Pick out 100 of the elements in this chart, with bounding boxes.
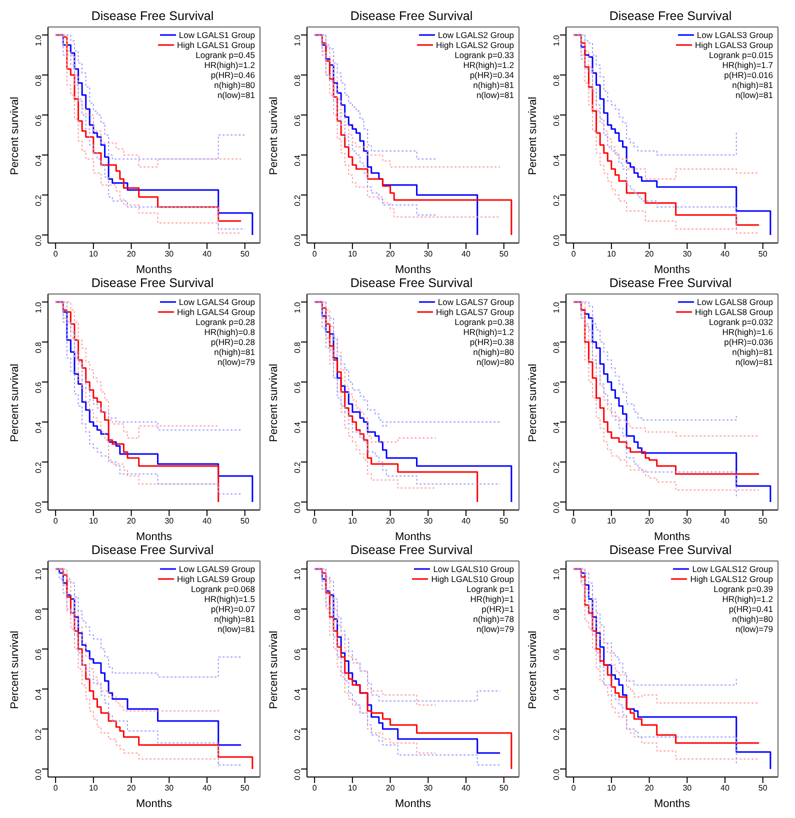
y-tick-label: 0.4 bbox=[34, 154, 43, 166]
y-tick-label: 0.8 bbox=[292, 74, 302, 86]
x-tick-label: 50 bbox=[758, 784, 768, 793]
y-tick-label: 0.4 bbox=[34, 688, 43, 700]
annotation: n(high)=81 bbox=[731, 347, 773, 357]
y-tick-label: 0.2 bbox=[552, 728, 561, 740]
x-tick-label: 20 bbox=[386, 250, 396, 259]
y-tick-label: 0.0 bbox=[552, 501, 561, 514]
legend-label: High LGALS7 Group bbox=[436, 307, 514, 317]
x-axis-title: Months bbox=[654, 531, 691, 543]
x-tick-label: 40 bbox=[462, 784, 471, 793]
chart-title: Disease Free Survival bbox=[90, 542, 215, 558]
y-tick-label: 0.0 bbox=[292, 501, 302, 514]
y-tick-label: 1.0 bbox=[34, 301, 43, 314]
y-tick-label: 0.2 bbox=[34, 728, 43, 740]
x-tick-label: 10 bbox=[606, 516, 616, 526]
y-tick-label: 0.0 bbox=[552, 768, 561, 780]
x-tick-label: 50 bbox=[240, 250, 250, 259]
legend-label: Low LGALS4 Group bbox=[178, 297, 255, 307]
chart-title: Disease Free Survival bbox=[90, 275, 215, 291]
y-tick-label: 0.2 bbox=[552, 461, 561, 474]
annotation: HR(high)=1.5 bbox=[203, 594, 255, 604]
x-tick-label: 30 bbox=[164, 250, 174, 259]
x-tick-label: 0 bbox=[53, 784, 58, 793]
y-axis-title: Percent survival bbox=[268, 630, 280, 709]
x-tick-label: 40 bbox=[720, 784, 730, 793]
x-tick-label: 20 bbox=[386, 516, 396, 526]
x-tick-label: 10 bbox=[606, 250, 616, 259]
x-axis-title: Months bbox=[654, 798, 691, 810]
annotation: p(HR)=0.34 bbox=[468, 70, 514, 80]
annotation: Logrank p=0.032 bbox=[708, 317, 773, 327]
x-tick-label: 10 bbox=[88, 784, 98, 793]
x-tick-label: 10 bbox=[88, 516, 98, 526]
legend-label: High LGALS12 Group bbox=[690, 574, 773, 584]
chart-title: Disease Free Survival bbox=[90, 8, 215, 24]
y-tick-label: 0.6 bbox=[34, 114, 43, 126]
x-tick-label: 40 bbox=[202, 784, 212, 793]
y-tick-label: 1.0 bbox=[292, 301, 302, 314]
y-tick-label: 0.2 bbox=[34, 194, 43, 206]
y-tick-label: 0.6 bbox=[34, 648, 43, 660]
chart-title: Disease Free Survival bbox=[608, 542, 733, 558]
legend-label: Low LGALS9 Group bbox=[178, 564, 255, 574]
legend-label: Low LGALS3 Group bbox=[696, 30, 773, 40]
x-tick-label: 0 bbox=[571, 516, 576, 526]
y-tick-label: 0.6 bbox=[34, 381, 43, 394]
x-tick-label: 0 bbox=[312, 516, 318, 526]
chart-title: Disease Free Survival bbox=[608, 8, 733, 24]
annotation: Logrank p=0.45 bbox=[194, 50, 255, 60]
annotation: HR(high)=1.6 bbox=[721, 327, 773, 337]
y-axis-title: Percent survival bbox=[8, 364, 21, 442]
x-tick-label: 10 bbox=[88, 250, 98, 259]
annotation: n(low)=80 bbox=[475, 357, 514, 367]
annotation: HR(high)=1.7 bbox=[721, 60, 773, 70]
annotation: n(high)=80 bbox=[731, 614, 773, 624]
x-tick-label: 50 bbox=[240, 516, 250, 526]
x-axis-title: Months bbox=[136, 531, 173, 543]
annotation: Logrank p=0.068 bbox=[190, 584, 255, 594]
annotation: n(low)=79 bbox=[216, 357, 255, 367]
y-tick-label: 0.8 bbox=[292, 341, 302, 354]
x-tick-label: 0 bbox=[312, 784, 318, 793]
y-tick-label: 0.6 bbox=[292, 648, 302, 660]
annotation: n(low)=81 bbox=[216, 624, 255, 634]
legend-label: Low LGALS12 Group bbox=[692, 564, 773, 574]
chart-title: Disease Free Survival bbox=[349, 275, 474, 291]
y-tick-label: 1.0 bbox=[34, 568, 43, 580]
y-tick-label: 0.4 bbox=[292, 421, 302, 434]
x-tick-label: 30 bbox=[164, 784, 174, 793]
legend-label: High LGALS8 Group bbox=[695, 307, 773, 317]
x-tick-label: 10 bbox=[348, 250, 358, 259]
annotation: p(HR)=0.28 bbox=[210, 337, 255, 347]
annotation: Logrank p=0.38 bbox=[454, 317, 514, 327]
legend-label: High LGALS10 Group bbox=[431, 574, 514, 584]
y-tick-label: 1.0 bbox=[552, 568, 561, 580]
x-axis-title: Months bbox=[136, 264, 173, 276]
x-tick-label: 20 bbox=[386, 784, 396, 793]
y-tick-label: 0.0 bbox=[34, 501, 43, 514]
x-tick-label: 50 bbox=[758, 516, 768, 526]
annotation: Logrank p=0.28 bbox=[194, 317, 255, 327]
x-tick-label: 50 bbox=[499, 250, 509, 259]
x-tick-label: 10 bbox=[348, 784, 358, 793]
x-tick-label: 0 bbox=[312, 250, 318, 259]
y-tick-label: 1.0 bbox=[34, 34, 43, 46]
annotation: n(low)=81 bbox=[475, 90, 514, 100]
legend-label: High LGALS9 Group bbox=[177, 574, 255, 584]
x-tick-label: 20 bbox=[644, 250, 654, 259]
chart-title: Disease Free Survival bbox=[349, 542, 474, 558]
annotation: HR(high)=1.2 bbox=[462, 327, 514, 337]
x-tick-label: 50 bbox=[240, 784, 250, 793]
annotation: n(low)=79 bbox=[475, 624, 514, 634]
x-tick-label: 40 bbox=[202, 250, 212, 259]
annotation: HR(high)=1.2 bbox=[203, 60, 255, 70]
x-tick-label: 40 bbox=[462, 250, 471, 259]
x-tick-label: 50 bbox=[758, 250, 768, 259]
y-tick-label: 1.0 bbox=[552, 34, 561, 46]
x-tick-label: 0 bbox=[53, 516, 58, 526]
x-tick-label: 20 bbox=[644, 784, 654, 793]
annotation: Logrank p=1 bbox=[466, 584, 514, 594]
y-tick-label: 0.4 bbox=[292, 688, 302, 700]
x-tick-label: 30 bbox=[682, 784, 692, 793]
annotation: n(high)=80 bbox=[213, 80, 255, 90]
